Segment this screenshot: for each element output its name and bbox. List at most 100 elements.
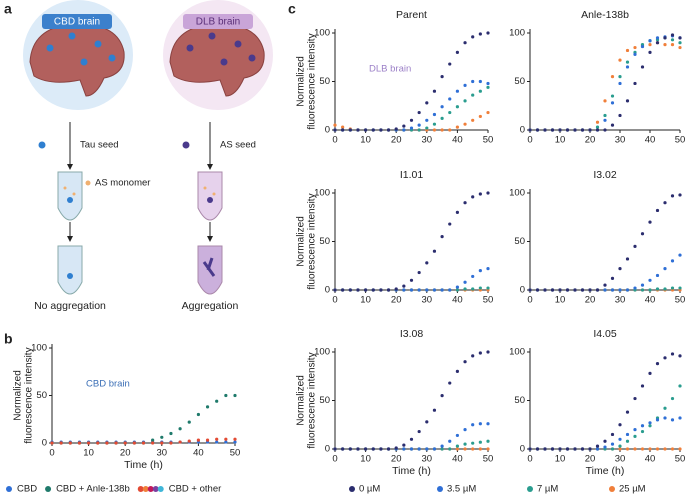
data-point <box>595 125 600 129</box>
chart-title: I3.02 <box>593 169 617 181</box>
y-tick-label: 100 <box>31 343 47 354</box>
data-point <box>455 125 459 129</box>
data-point <box>440 105 444 109</box>
data-point <box>224 440 228 444</box>
legend-marker <box>437 486 443 492</box>
annotation: CBD brain <box>86 379 130 390</box>
data-point <box>402 284 406 288</box>
data-point <box>432 112 437 117</box>
x-tick-label: 10 <box>360 454 371 465</box>
data-point <box>478 79 482 84</box>
data-point <box>486 267 490 271</box>
data-point <box>633 45 637 50</box>
data-point <box>233 437 237 441</box>
data-point <box>486 422 490 426</box>
data-point <box>603 288 607 292</box>
x-tick-label: 30 <box>422 135 433 146</box>
data-point <box>417 128 421 132</box>
data-point <box>648 220 652 224</box>
x-tick-label: 10 <box>360 295 371 306</box>
data-point <box>409 447 414 451</box>
data-point <box>455 105 459 109</box>
data-point <box>440 394 444 398</box>
data-point <box>678 193 682 197</box>
data-point <box>341 447 345 451</box>
data-point <box>478 89 482 93</box>
data-point <box>670 259 675 263</box>
x-tick-label: 10 <box>555 135 566 146</box>
x-tick-label: 10 <box>83 448 94 459</box>
data-point <box>463 83 467 87</box>
data-point <box>610 94 615 98</box>
data-point <box>663 201 667 205</box>
data-point <box>618 423 622 427</box>
x-tick-label: 0 <box>527 135 532 146</box>
data-point <box>379 128 383 132</box>
x-tick-label: 30 <box>157 448 168 459</box>
data-point <box>670 352 675 356</box>
legend-marker <box>6 486 12 492</box>
data-point <box>478 114 482 119</box>
data-point <box>440 128 444 132</box>
data-point <box>448 222 452 226</box>
data-point <box>603 445 607 449</box>
x-axis-label: Time (h) <box>392 465 431 477</box>
data-point <box>648 43 652 47</box>
data-point <box>478 269 482 273</box>
data-point <box>371 288 375 292</box>
y-axis-label-text: Normalized fluorescence intensity <box>295 193 317 290</box>
y-axis-label: Normalized fluorescence intensity <box>295 33 317 129</box>
data-point <box>573 447 577 451</box>
data-point <box>486 286 490 290</box>
data-point <box>371 128 375 132</box>
data-point <box>87 441 91 445</box>
x-tick-label: 40 <box>645 295 656 306</box>
data-point <box>640 44 645 49</box>
data-point <box>478 286 482 290</box>
data-point <box>455 447 459 451</box>
data-point <box>105 441 109 445</box>
data-point <box>486 191 490 195</box>
data-point <box>640 429 645 434</box>
data-point <box>151 441 155 445</box>
data-point <box>573 128 577 132</box>
x-tick-label: 0 <box>332 135 337 146</box>
data-point <box>455 210 459 214</box>
data-point <box>341 288 345 292</box>
data-point <box>402 124 406 128</box>
data-point <box>618 58 622 62</box>
data-point <box>678 41 682 45</box>
data-point <box>486 350 490 354</box>
x-tick-label: 0 <box>49 448 54 459</box>
data-point <box>640 384 645 388</box>
data-point <box>625 48 630 53</box>
data-point <box>440 444 444 448</box>
data-point <box>348 447 352 451</box>
data-point <box>486 31 490 35</box>
x-tick-label: 30 <box>615 295 626 306</box>
x-tick-label: 30 <box>422 454 433 465</box>
data-point <box>595 288 600 292</box>
legend-label: 7 µM <box>537 484 558 495</box>
data-point <box>603 118 607 122</box>
x-tick-label: 50 <box>483 454 494 465</box>
data-point <box>432 447 437 451</box>
y-tick-label: 100 <box>509 188 525 199</box>
data-point <box>471 423 475 427</box>
data-point <box>132 441 136 445</box>
data-point <box>610 432 615 437</box>
data-point <box>123 441 127 445</box>
data-point <box>478 440 482 444</box>
data-point <box>348 288 352 292</box>
data-point <box>625 439 630 443</box>
label: Tau seed <box>80 140 119 151</box>
legend-label: CBD <box>17 484 37 495</box>
x-tick-label: 40 <box>193 448 204 459</box>
data-point <box>440 447 444 451</box>
data-point <box>386 128 391 132</box>
data-point <box>486 81 490 86</box>
x-tick-label: 20 <box>391 454 402 465</box>
data-point <box>670 447 675 451</box>
data-point <box>471 195 475 199</box>
data-point <box>432 128 437 132</box>
